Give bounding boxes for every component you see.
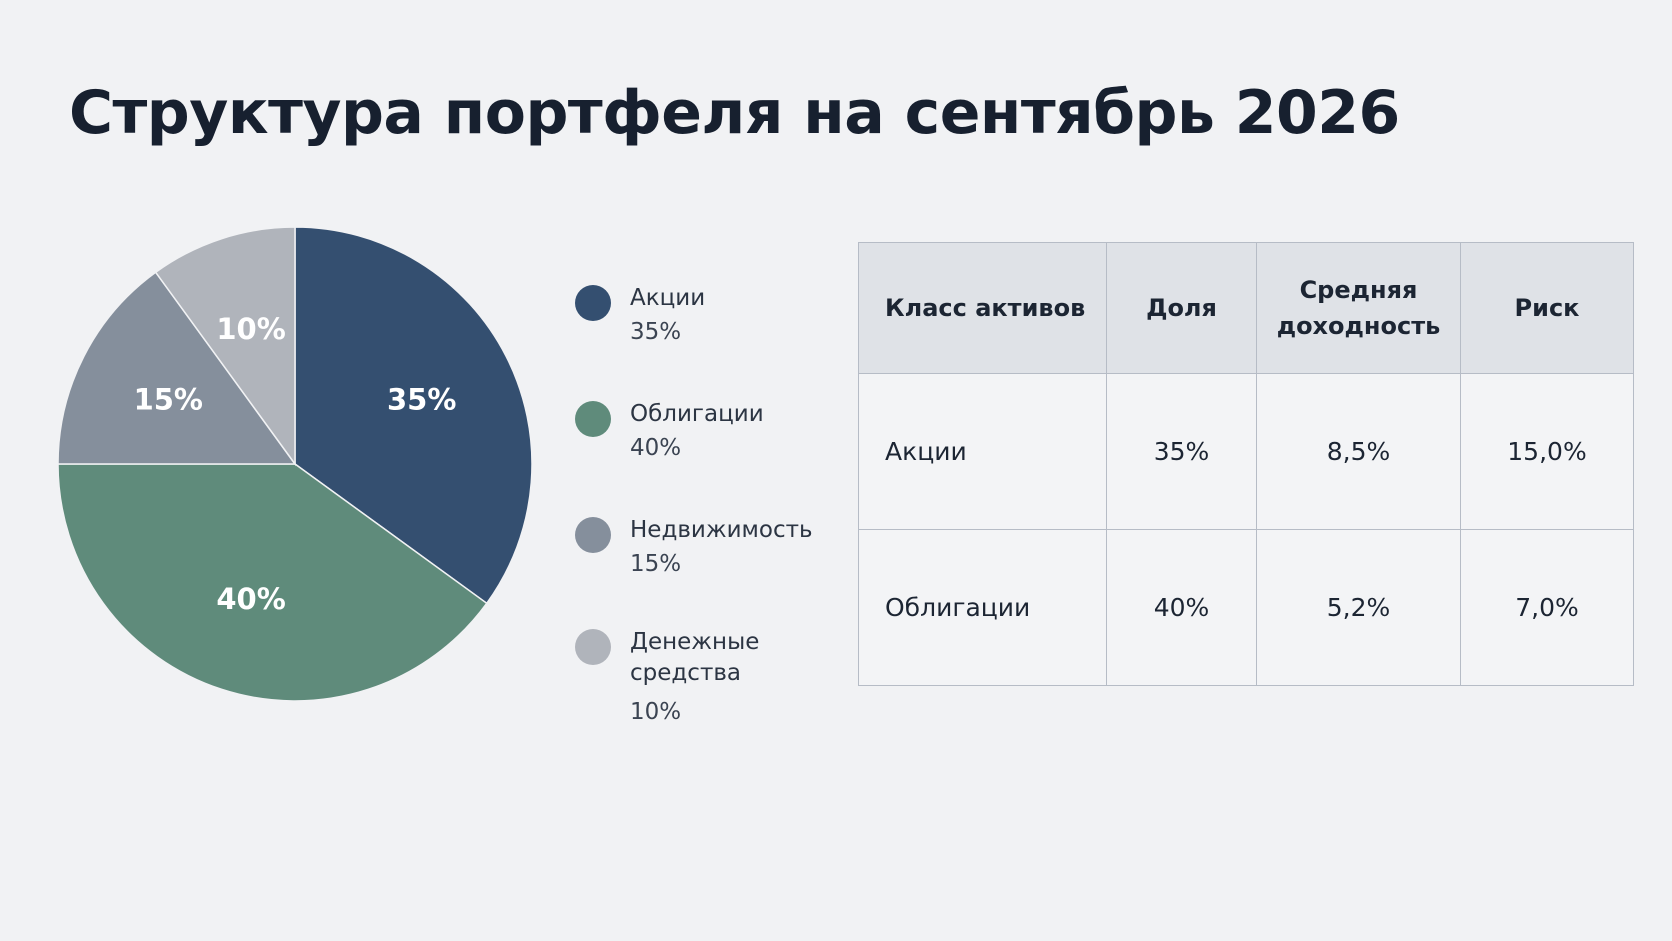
- table-cell: 40%: [1106, 529, 1257, 686]
- column-header: Доля: [1106, 242, 1257, 374]
- pie-chart: 35% 40% 15% 10%: [57, 226, 533, 702]
- pie-value-label: 40%: [216, 582, 285, 616]
- pie-value-label: 15%: [134, 382, 203, 416]
- legend-label: Денежные средства: [630, 629, 760, 686]
- asset-table: Класс активов Доля Средняя доходность Ри…: [858, 242, 1634, 686]
- table-cell: 15,0%: [1460, 373, 1634, 530]
- pie-slice-cash: [154, 226, 296, 467]
- legend-label: Облигации: [630, 401, 764, 427]
- table-cell: Облигации: [858, 529, 1107, 686]
- legend-value: 15%: [630, 551, 682, 577]
- legend-value: 10%: [630, 699, 682, 725]
- pie-slices: [57, 226, 533, 702]
- table-row: Акции 35% 8,5% 15,0%: [858, 373, 1634, 530]
- legend-label: Недвижимость: [630, 517, 813, 543]
- legend-swatch-stocks: [575, 285, 611, 321]
- pie-slice-stocks: [294, 226, 533, 605]
- table-cell: 8,5%: [1256, 373, 1461, 530]
- table-header-row: Класс активов Доля Средняя доходность Ри…: [858, 242, 1634, 374]
- column-header: Средняя доходность: [1256, 242, 1461, 374]
- page-title: Структура портфеля на сентябрь 2026: [69, 78, 1400, 148]
- table-cell: 35%: [1106, 373, 1257, 530]
- column-header: Риск: [1460, 242, 1634, 374]
- legend-value: 40%: [630, 435, 682, 461]
- table-row: Облигации 40% 5,2% 7,0%: [858, 529, 1634, 686]
- pie-labels: 35% 40% 15% 10%: [134, 312, 457, 616]
- legend-swatch-real-estate: [575, 517, 611, 553]
- pie-value-label: 35%: [387, 382, 456, 416]
- legend-value: 35%: [630, 319, 682, 345]
- table-cell: 7,0%: [1460, 529, 1634, 686]
- legend-swatch-bonds: [575, 401, 611, 437]
- table-cell: 5,2%: [1256, 529, 1461, 686]
- pie-slice-bonds: [57, 463, 488, 702]
- pie-slice-real-estate: [57, 271, 297, 465]
- table-cell: Акции: [858, 373, 1107, 530]
- legend-label: Акции: [630, 285, 706, 311]
- column-header: Класс активов: [858, 242, 1107, 374]
- pie-value-label: 10%: [216, 312, 285, 346]
- legend-swatch-cash: [575, 629, 611, 665]
